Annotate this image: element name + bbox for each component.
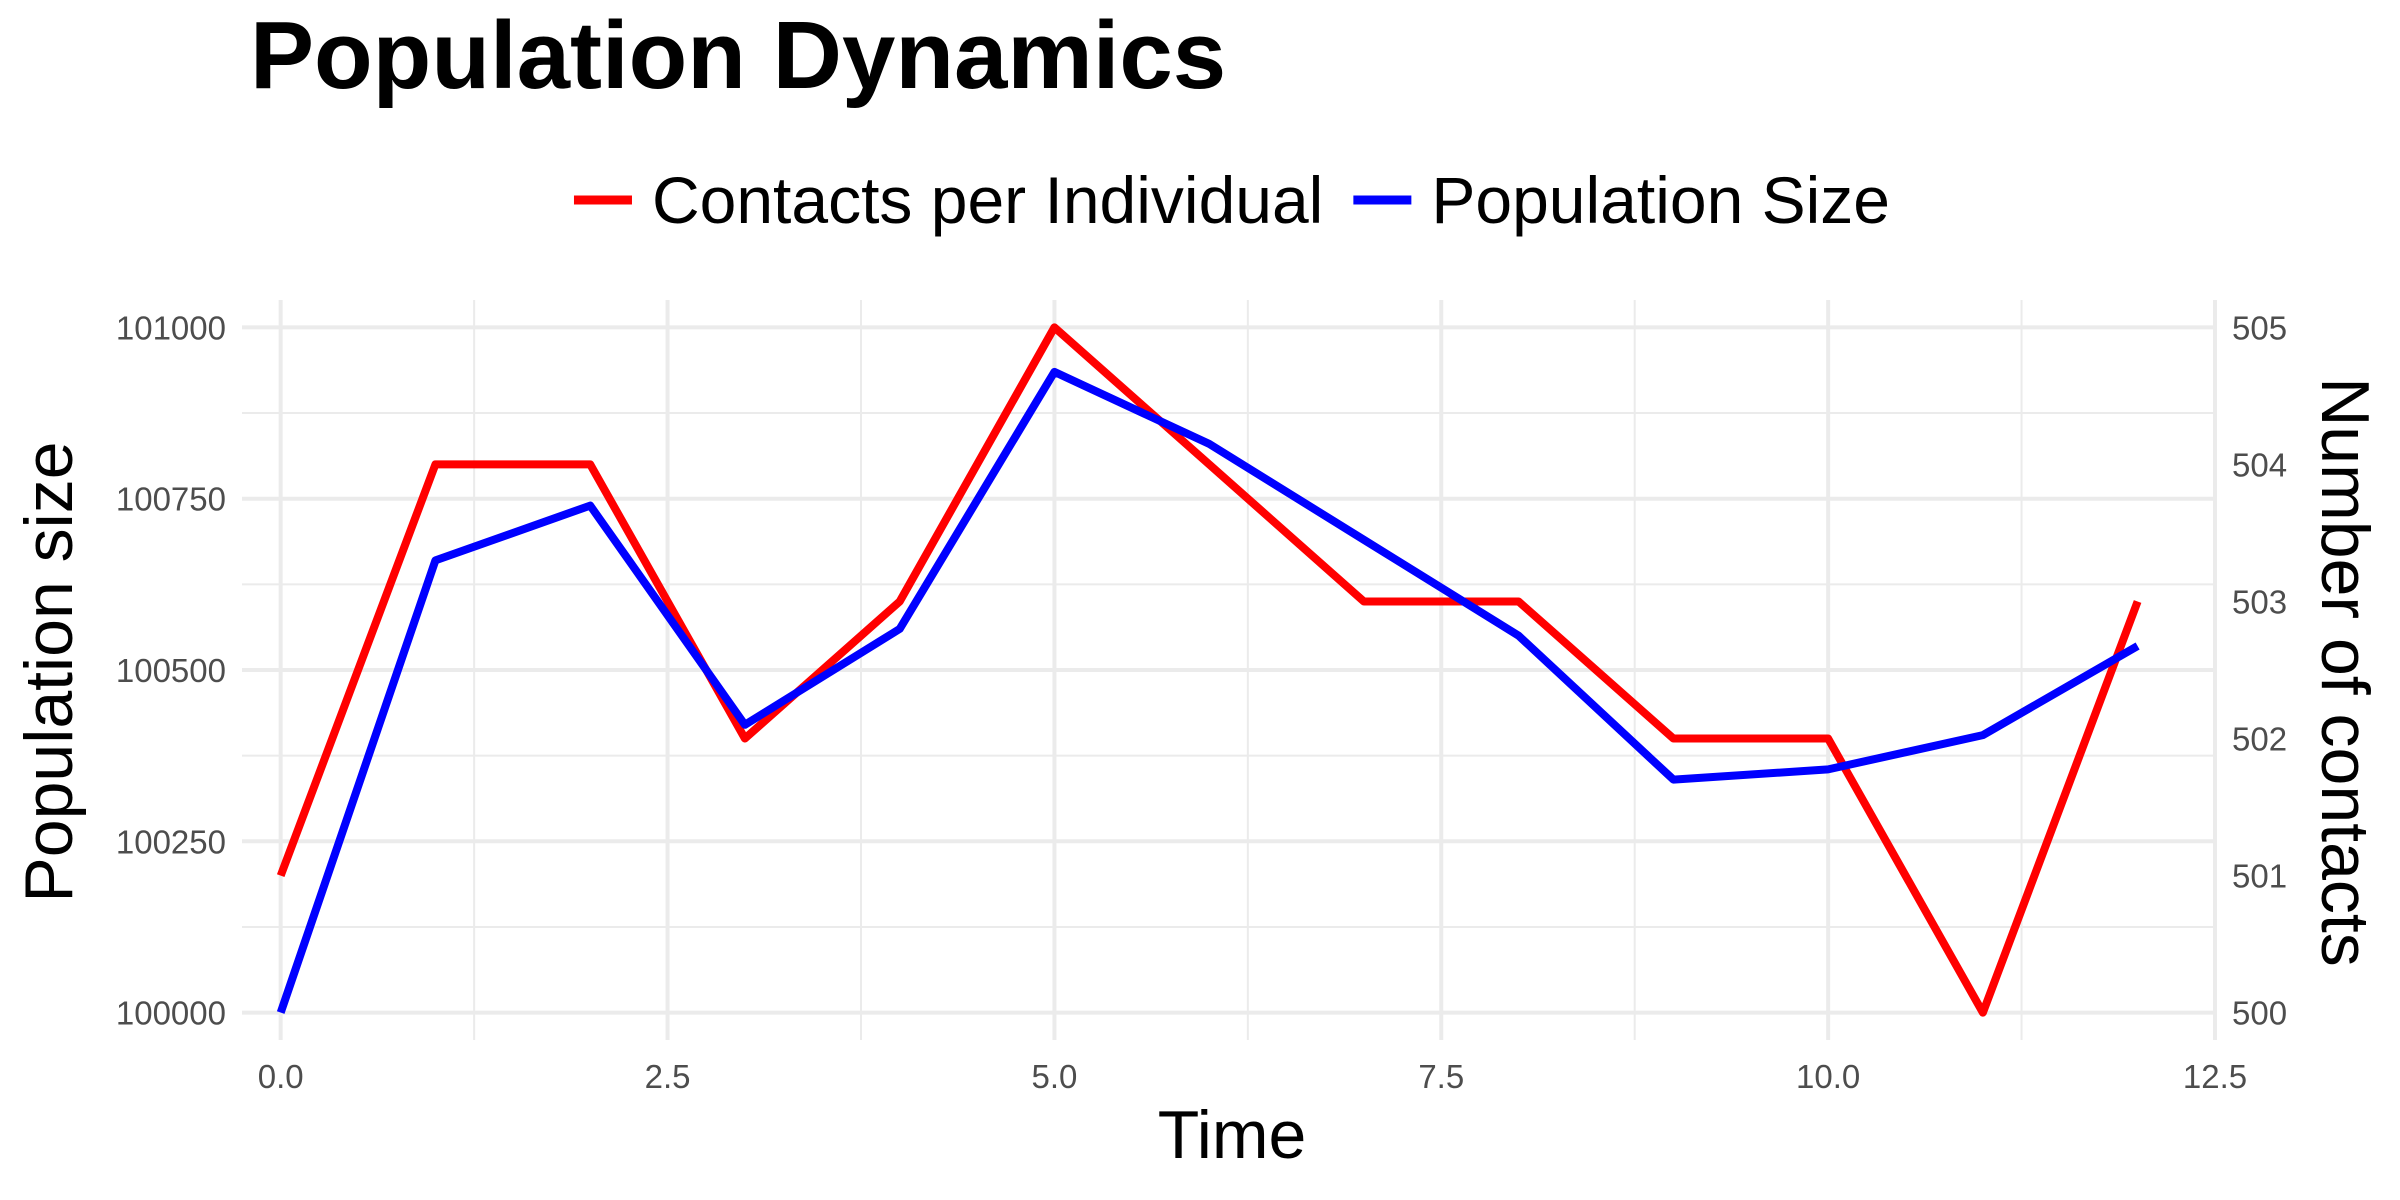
x-tick-label: 2.5 (645, 1058, 691, 1095)
y-tick-label: 101000 (116, 309, 226, 346)
y-tick-label: 100250 (116, 823, 226, 860)
y2-tick-label: 501 (2232, 858, 2287, 895)
tick-labels: 0.0 2.5 5.0 7.5 10.0 12.5 100000 100250 100500 10… (116, 309, 2287, 1095)
x-tick-label: 10.0 (1796, 1058, 1860, 1095)
y2-axis-title: Number of contacts (2307, 377, 2383, 967)
y-tick-label: 100500 (116, 652, 226, 689)
series-line-population-size (276, 367, 2140, 1014)
x-tick-label: 12.5 (2183, 1058, 2247, 1095)
series-line-contacts-per-individual (276, 323, 2142, 1017)
legend-label: Contacts per Individual (652, 163, 1323, 237)
y-tick-label: 100750 (116, 481, 226, 518)
x-axis-title: Time (1158, 1097, 1307, 1173)
y2-tick-label: 500 (2232, 995, 2287, 1032)
legend-label: Population Size (1431, 163, 1890, 237)
legend: Contacts per Individual Population Size (573, 163, 1890, 237)
y-tick-label: 100000 (116, 995, 226, 1032)
x-tick-label: 5.0 (1031, 1058, 1077, 1095)
legend-item-population-size: Population Size (1353, 163, 1890, 237)
y2-tick-label: 505 (2232, 309, 2287, 346)
x-tick-label: 0.0 (258, 1058, 304, 1095)
legend-item-contacts-per-individual: Contacts per Individual (573, 163, 1323, 237)
y2-tick-label: 504 (2232, 446, 2287, 483)
chart-title: Population Dynamics (250, 2, 1226, 109)
plot-area (276, 323, 2142, 1017)
x-tick-label: 7.5 (1418, 1058, 1464, 1095)
y2-tick-label: 502 (2232, 721, 2287, 758)
y-axis-title: Population size (11, 441, 87, 902)
grid (242, 300, 2217, 1040)
y2-tick-label: 503 (2232, 583, 2287, 620)
